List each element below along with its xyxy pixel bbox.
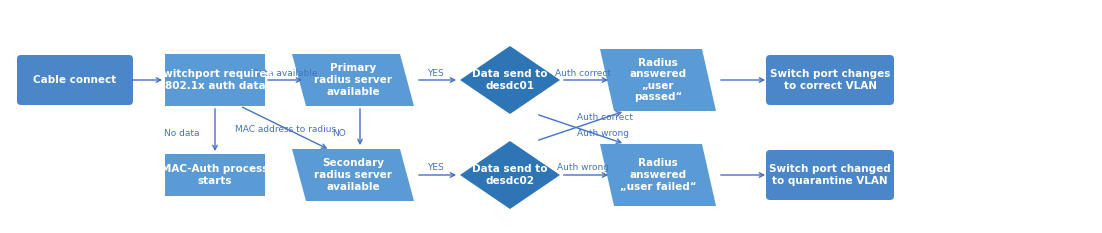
Text: Auth correct: Auth correct xyxy=(555,69,611,78)
Text: Secondary
radius server
available: Secondary radius server available xyxy=(314,158,392,192)
Text: MAC address to radius: MAC address to radius xyxy=(236,126,336,134)
Polygon shape xyxy=(292,149,414,201)
Text: YES: YES xyxy=(426,69,443,78)
Text: Radius
answered
„user failed“: Radius answered „user failed“ xyxy=(619,158,696,192)
Text: Data send to
desdc01: Data send to desdc01 xyxy=(473,69,548,91)
Text: Switch port changed
to quarantine VLAN: Switch port changed to quarantine VLAN xyxy=(769,164,890,186)
Text: Auth wrong: Auth wrong xyxy=(577,129,629,137)
Polygon shape xyxy=(599,49,716,111)
Text: Cable connect: Cable connect xyxy=(33,75,117,85)
Text: Data available: Data available xyxy=(252,69,317,78)
Polygon shape xyxy=(292,54,414,106)
Polygon shape xyxy=(460,141,560,209)
FancyBboxPatch shape xyxy=(165,54,264,106)
FancyBboxPatch shape xyxy=(766,55,894,105)
Text: Switch port changes
to correct VLAN: Switch port changes to correct VLAN xyxy=(770,69,890,91)
FancyBboxPatch shape xyxy=(17,55,133,105)
Text: Auth correct: Auth correct xyxy=(577,113,633,123)
Text: No data: No data xyxy=(164,129,199,137)
Text: Data send to
desdc02: Data send to desdc02 xyxy=(473,164,548,186)
Text: NO: NO xyxy=(332,129,346,137)
Text: Radius
answered
„user
passed“: Radius answered „user passed“ xyxy=(629,58,687,102)
Text: Auth wrong: Auth wrong xyxy=(557,164,609,172)
Text: MAC-Auth process
starts: MAC-Auth process starts xyxy=(161,164,269,186)
FancyBboxPatch shape xyxy=(165,154,264,196)
Text: YES: YES xyxy=(426,164,443,172)
Text: Primary
radius server
available: Primary radius server available xyxy=(314,63,392,97)
Polygon shape xyxy=(460,46,560,114)
Text: switchport requires
802.1x auth data: switchport requires 802.1x auth data xyxy=(158,69,273,91)
Polygon shape xyxy=(599,144,716,206)
FancyBboxPatch shape xyxy=(766,150,894,200)
